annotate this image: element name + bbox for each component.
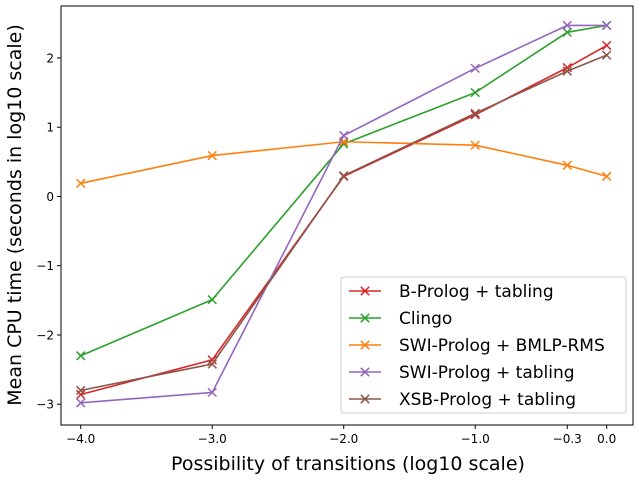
x-axis-ticks: −4.0 −3.0 −2.0 −1.0 −0.3 0.0 bbox=[66, 425, 616, 446]
legend-label: SWI-Prolog + BMLP-RMS bbox=[399, 336, 605, 356]
series-xsb-prolog-tabling bbox=[75, 50, 612, 396]
legend-label: B-Prolog + tabling bbox=[399, 282, 554, 302]
legend-label: Clingo bbox=[399, 309, 452, 329]
series-line bbox=[80, 44, 608, 396]
x-tick-label: −4.0 bbox=[66, 432, 95, 446]
series-swi-prolog-bmlp-rms bbox=[75, 137, 612, 189]
data-point bbox=[470, 63, 480, 74]
y-tick-label: −1 bbox=[36, 259, 54, 273]
legend-box bbox=[340, 276, 627, 414]
y-tick-label: −2 bbox=[36, 328, 54, 342]
legend-entry: SWI-Prolog + BMLP-RMS bbox=[349, 336, 605, 356]
legend-entry: SWI-Prolog + tabling bbox=[349, 363, 575, 383]
data-point bbox=[338, 130, 349, 141]
legend-entry: XSB-Prolog + tabling bbox=[349, 390, 576, 410]
data-point bbox=[338, 170, 349, 181]
series-line bbox=[80, 24, 607, 357]
data-point bbox=[75, 178, 86, 189]
legend-entry: Clingo bbox=[349, 309, 452, 329]
data-point bbox=[207, 294, 217, 305]
x-tick-label: −2.0 bbox=[329, 432, 358, 446]
y-axis-ticks: −3 −2 −1 0 1 2 bbox=[36, 51, 61, 412]
y-tick-label: 2 bbox=[46, 51, 54, 65]
y-axis-label: Mean CPU time (seconds in log10 scale) bbox=[4, 24, 26, 405]
legend-swatch-marker bbox=[360, 367, 370, 377]
data-point bbox=[601, 20, 612, 31]
x-tick-label: −1.0 bbox=[461, 432, 490, 446]
legend-swatch-marker bbox=[360, 313, 370, 323]
legend-label: SWI-Prolog + tabling bbox=[399, 363, 575, 383]
series-line bbox=[80, 140, 607, 185]
data-point bbox=[75, 385, 86, 396]
x-tick-label: −0.3 bbox=[553, 432, 582, 446]
data-point bbox=[470, 108, 480, 119]
legend: B-Prolog + tabling Clingo SWI-Prolog + BML… bbox=[340, 276, 627, 414]
axes-frame bbox=[60, 5, 634, 426]
x-tick-label: 0.0 bbox=[597, 432, 616, 446]
data-point bbox=[207, 359, 217, 369]
plot-area bbox=[75, 20, 612, 408]
data-point bbox=[562, 27, 572, 38]
data-point bbox=[562, 66, 572, 76]
data-point bbox=[207, 355, 217, 365]
data-point bbox=[75, 389, 86, 400]
legend-swatch-marker bbox=[360, 340, 370, 350]
series-line bbox=[80, 54, 608, 392]
data-point bbox=[562, 20, 572, 31]
data-point bbox=[207, 387, 217, 398]
data-point bbox=[470, 140, 480, 150]
y-tick-label: 1 bbox=[46, 121, 54, 135]
data-point bbox=[601, 50, 612, 60]
data-point bbox=[75, 351, 86, 361]
legend-entry: B-Prolog + tabling bbox=[349, 282, 554, 302]
x-tick-label: −3.0 bbox=[198, 432, 227, 446]
series-line bbox=[80, 24, 607, 404]
data-point bbox=[470, 87, 480, 98]
series-swi-prolog-tabling bbox=[75, 20, 612, 408]
data-point bbox=[601, 40, 612, 51]
x-axis-label: Possibility of transitions (log10 scale) bbox=[171, 453, 525, 475]
y-tick-label: −3 bbox=[36, 398, 54, 412]
data-point bbox=[601, 171, 612, 182]
data-point bbox=[207, 150, 217, 161]
data-point bbox=[75, 398, 86, 408]
y-tick-label: 0 bbox=[46, 190, 54, 204]
legend-swatch-marker bbox=[360, 394, 370, 404]
legend-label: XSB-Prolog + tabling bbox=[399, 390, 576, 410]
legend-swatch-marker bbox=[360, 286, 370, 296]
data-point bbox=[562, 160, 572, 171]
